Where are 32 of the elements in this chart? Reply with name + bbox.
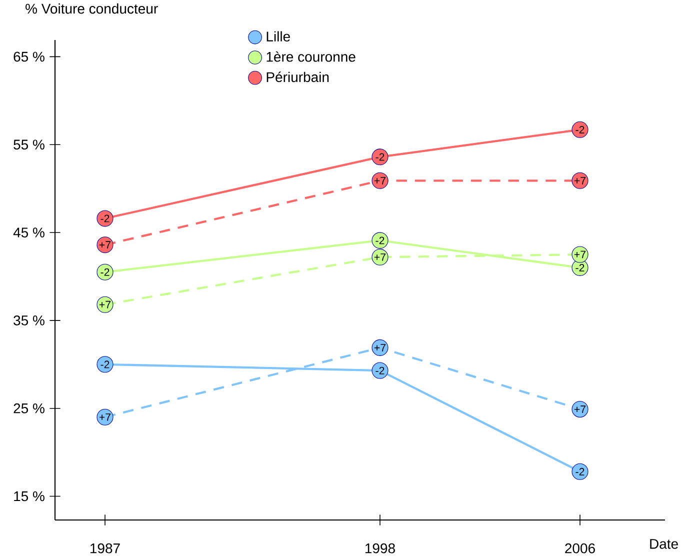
annotation: -2: [376, 236, 384, 244]
y-tick-label: 65 %: [14, 52, 44, 62]
legend-label: Périurbain: [266, 72, 329, 82]
annotation: -2: [100, 268, 110, 276]
x-axis-title: Date: [650, 539, 678, 549]
x-tick-label: 1998: [365, 543, 395, 554]
annotation: -2: [376, 366, 384, 374]
annotation: -2: [100, 214, 110, 222]
annotation: +7: [99, 413, 111, 421]
x-tick-label: 2006: [565, 543, 595, 554]
y-axis-title: % Voiture conducteur: [26, 3, 158, 14]
annotation: -2: [576, 126, 584, 134]
y-tick-label: 45 %: [13, 228, 44, 238]
legend-label: 1ère couronne: [266, 51, 356, 62]
annotation: +7: [374, 176, 386, 184]
annotation: +7: [374, 344, 386, 352]
annotation: +7: [99, 300, 111, 308]
annotation: +7: [99, 241, 111, 248]
annotation: -2: [576, 468, 584, 476]
y-tick-label: 15 %: [14, 491, 44, 502]
y-tick-label: 25 %: [14, 403, 44, 414]
annotation: +7: [574, 176, 586, 184]
annotation: -2: [100, 360, 110, 368]
legend-label: Lille: [266, 31, 290, 42]
y-tick-label: 35 %: [14, 315, 44, 326]
annotation: +7: [574, 250, 586, 258]
y-tick-label: 55 %: [14, 140, 44, 150]
annotation: -2: [576, 264, 584, 272]
x-tick-label: 1987: [90, 543, 120, 554]
annotation: -2: [376, 153, 384, 161]
annotation: +7: [574, 406, 586, 413]
annotation: +7: [374, 253, 386, 261]
